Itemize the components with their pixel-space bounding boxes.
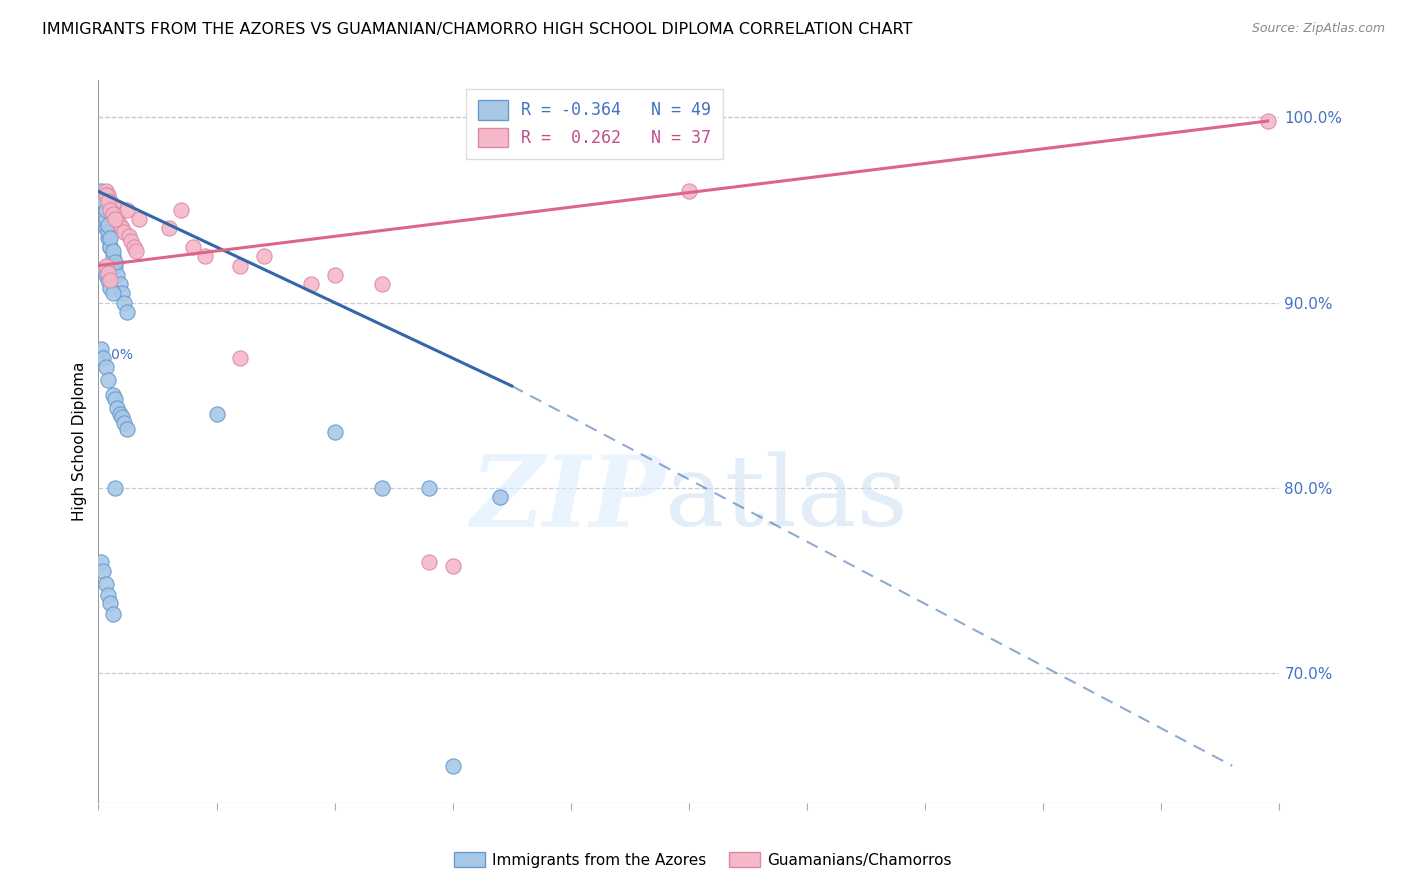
Point (101, 249, 124, 263)
Point (90, 342, 112, 356)
Text: IMMIGRANTS FROM THE AZORES VS GUAMANIAN/CHAMORRO HIGH SCHOOL DIPLOMA CORRELATION: IMMIGRANTS FROM THE AZORES VS GUAMANIAN/… (42, 22, 912, 37)
Point (94, 202, 117, 217)
Point (128, 212, 150, 227)
Point (229, 351, 252, 366)
Point (418, 481, 440, 495)
Point (112, 225, 135, 239)
Point (253, 249, 276, 263)
Point (229, 259, 252, 273)
Point (121, 235, 143, 249)
Point (104, 255, 127, 269)
Point (108, 218, 131, 232)
Point (105, 401, 128, 416)
Point (194, 249, 217, 263)
Point (98, 231, 121, 245)
Text: ZIP: ZIP (471, 451, 665, 548)
Point (98, 596, 121, 610)
Point (101, 607, 124, 621)
Point (101, 388, 124, 402)
Y-axis label: High School Diploma: High School Diploma (72, 362, 87, 521)
Point (371, 277, 394, 291)
Point (371, 481, 394, 495)
Point (91, 564, 114, 578)
Point (170, 202, 193, 217)
Point (122, 240, 145, 254)
Point (111, 221, 134, 235)
Point (323, 425, 346, 440)
Point (98, 240, 121, 254)
Text: 0.0%: 0.0% (98, 348, 134, 361)
Point (90, 555, 112, 569)
Point (101, 199, 124, 213)
Point (105, 268, 128, 282)
Point (112, 295, 135, 310)
Point (104, 259, 127, 273)
Text: atlas: atlas (665, 451, 908, 547)
Point (97, 231, 120, 245)
Point (181, 240, 204, 254)
Point (94, 259, 117, 273)
Point (94, 360, 117, 375)
Point (108, 407, 131, 421)
Legend: Immigrants from the Azores, Guamanians/Chamorros: Immigrants from the Azores, Guamanians/C… (446, 844, 960, 875)
Point (94, 188, 117, 202)
Point (112, 416, 135, 430)
Point (101, 244, 124, 258)
Point (1257, 114, 1279, 128)
Point (97, 373, 120, 387)
Point (98, 202, 121, 217)
Point (98, 281, 121, 295)
Point (489, 490, 512, 504)
Point (101, 207, 124, 221)
Point (111, 410, 134, 425)
Point (94, 212, 117, 227)
Point (97, 588, 120, 602)
Point (115, 305, 138, 319)
Point (98, 194, 121, 208)
Point (98, 273, 121, 287)
Point (115, 202, 138, 217)
Point (90, 185, 112, 199)
Point (205, 407, 228, 421)
Point (97, 273, 120, 287)
Point (105, 212, 128, 227)
Point (94, 268, 117, 282)
Legend: R = -0.364   N = 49, R =  0.262   N = 37: R = -0.364 N = 49, R = 0.262 N = 37 (467, 88, 723, 159)
Point (118, 228, 141, 243)
Point (104, 392, 127, 406)
Point (108, 277, 131, 291)
Point (104, 212, 127, 227)
Point (97, 194, 120, 208)
Point (94, 577, 117, 591)
Point (115, 421, 138, 435)
Point (104, 481, 127, 495)
Point (91, 262, 114, 277)
Point (157, 221, 180, 235)
Point (299, 277, 322, 291)
Point (125, 244, 148, 258)
Point (441, 558, 464, 573)
Point (441, 758, 464, 772)
Point (104, 207, 127, 221)
Point (418, 555, 440, 569)
Text: Source: ZipAtlas.com: Source: ZipAtlas.com (1251, 22, 1385, 36)
Point (98, 240, 121, 254)
Point (111, 286, 134, 301)
Point (91, 194, 114, 208)
Point (91, 351, 114, 366)
Point (97, 266, 120, 280)
Point (97, 218, 120, 232)
Point (678, 185, 700, 199)
Point (94, 221, 117, 235)
Point (97, 188, 120, 202)
Point (97, 225, 120, 239)
Point (94, 185, 117, 199)
Point (323, 268, 346, 282)
Point (101, 286, 124, 301)
